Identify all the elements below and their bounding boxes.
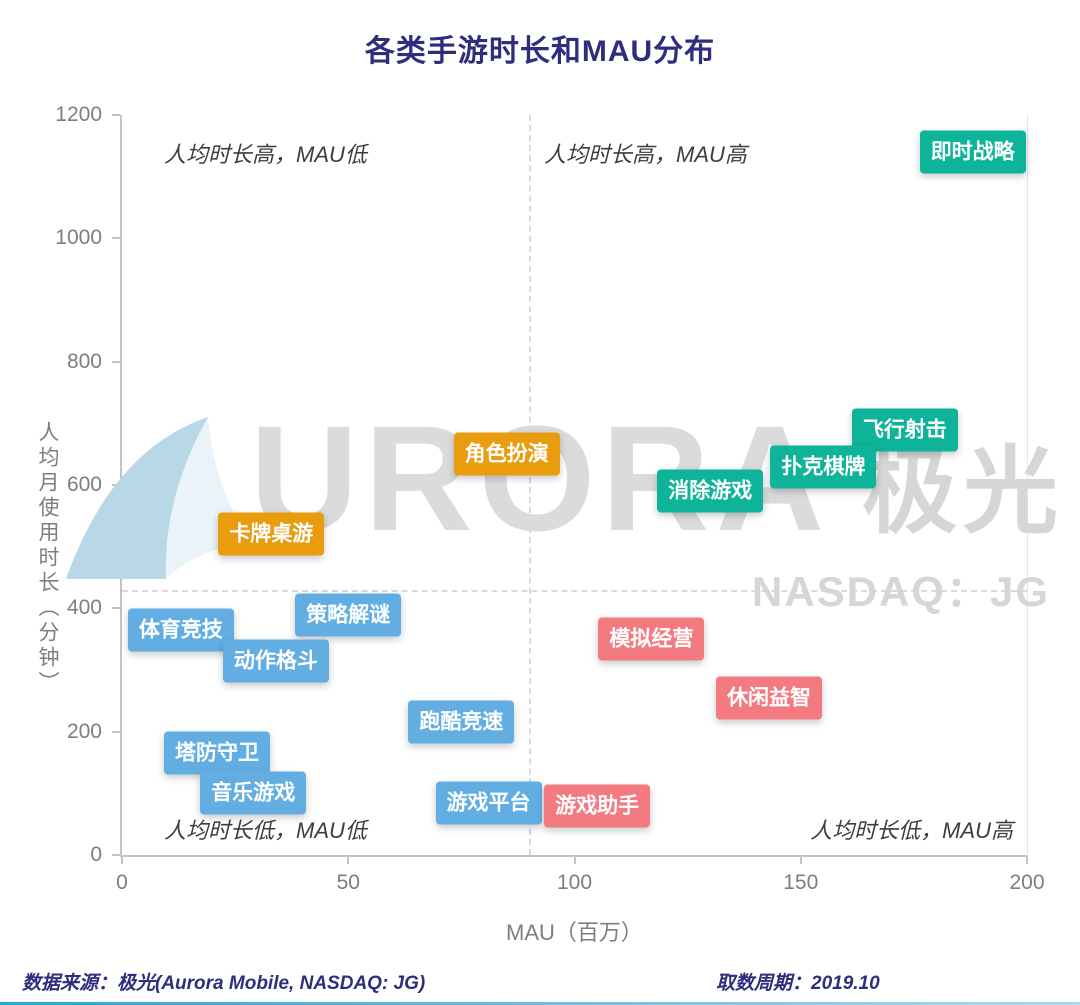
x-tick-label: 50 — [336, 871, 360, 894]
x-tick-mark — [573, 857, 576, 864]
y-tick-mark — [112, 730, 120, 733]
chart-point-即时战略: 即时战略 — [919, 130, 1026, 174]
x-tick-mark — [799, 857, 802, 864]
footer-period: 取数周期：2019.10 — [716, 973, 880, 994]
chart-point-塔防守卫: 塔防守卫 — [164, 731, 271, 775]
y-tick-label: 200 — [66, 719, 102, 743]
quadrant-label-top-left: 人均时长高，MAU低 — [164, 142, 367, 167]
footer-data-source: 数据来源：极光(Aurora Mobile, NASDAQ: JG) — [22, 973, 426, 994]
quadrant-label-bottom-right: 人均时长低，MAU高 — [810, 818, 1013, 843]
chart-point-模拟经营: 模拟经营 — [598, 617, 705, 661]
plot-area: 人均时长高，MAU低 人均时长高，MAU高 人均时长低，MAU低 人均时长低，M… — [36, 103, 1058, 945]
chart-point-游戏助手: 游戏助手 — [544, 784, 651, 828]
y-tick-label: 600 — [66, 473, 102, 496]
y-tick-mark — [112, 607, 120, 610]
chart-point-音乐游戏: 音乐游戏 — [200, 771, 307, 815]
y-tick-mark — [112, 237, 120, 240]
chart-point-跑酷竞速: 跑酷竞速 — [408, 700, 515, 744]
y-tick-label: 0 — [90, 843, 102, 866]
y-tick-label: 800 — [66, 349, 102, 373]
x-tick-label: 200 — [1009, 871, 1045, 894]
watermark-nasdaq-text: NASDAQ：JG — [752, 568, 1051, 615]
quadrant-label-top-right: 人均时长高，MAU高 — [544, 142, 747, 167]
y-axis-title: 人均月使用时长（分钟） — [36, 421, 59, 696]
x-tick-mark — [1026, 857, 1028, 864]
chart-point-角色扮演: 角色扮演 — [453, 432, 560, 476]
quadrant-divider-vertical — [529, 115, 532, 855]
chart-point-动作格斗: 动作格斗 — [222, 639, 329, 683]
y-tick-label: 1000 — [55, 226, 102, 250]
chart-point-策略解谜: 策略解谜 — [295, 593, 402, 636]
watermark-cn-text: 极光 — [862, 439, 1065, 545]
chart-point-休闲益智: 休闲益智 — [716, 676, 823, 720]
y-tick-mark — [112, 114, 120, 116]
x-tick-mark — [347, 857, 350, 864]
x-tick-label: 100 — [556, 871, 593, 894]
chart-point-飞行射击: 飞行射击 — [851, 408, 958, 451]
chart-point-扑克棋牌: 扑克棋牌 — [770, 445, 877, 488]
quadrant-divider-horizontal — [122, 589, 1027, 592]
chart-title: 各类手游时长和MAU分布 — [364, 35, 716, 68]
y-tick-mark — [112, 360, 120, 363]
x-axis-title: MAU（百万） — [506, 920, 643, 945]
x-tick-mark — [121, 857, 123, 864]
aurora-logo-icon — [66, 417, 256, 579]
quadrant-label-bottom-left: 人均时长低，MAU低 — [164, 818, 367, 843]
x-tick-label: 0 — [116, 871, 128, 894]
chart-point-卡牌桌游: 卡牌桌游 — [218, 512, 325, 556]
chart-point-游戏平台: 游戏平台 — [435, 781, 542, 825]
bottom-accent-line — [0, 1002, 1080, 1005]
y-tick-label: 1200 — [55, 103, 102, 126]
chart-point-体育竞技: 体育竞技 — [127, 608, 234, 652]
y-tick-mark — [112, 854, 120, 856]
x-tick-label: 150 — [783, 871, 819, 894]
chart-point-消除游戏: 消除游戏 — [657, 469, 764, 513]
y-tick-label: 400 — [66, 596, 102, 620]
